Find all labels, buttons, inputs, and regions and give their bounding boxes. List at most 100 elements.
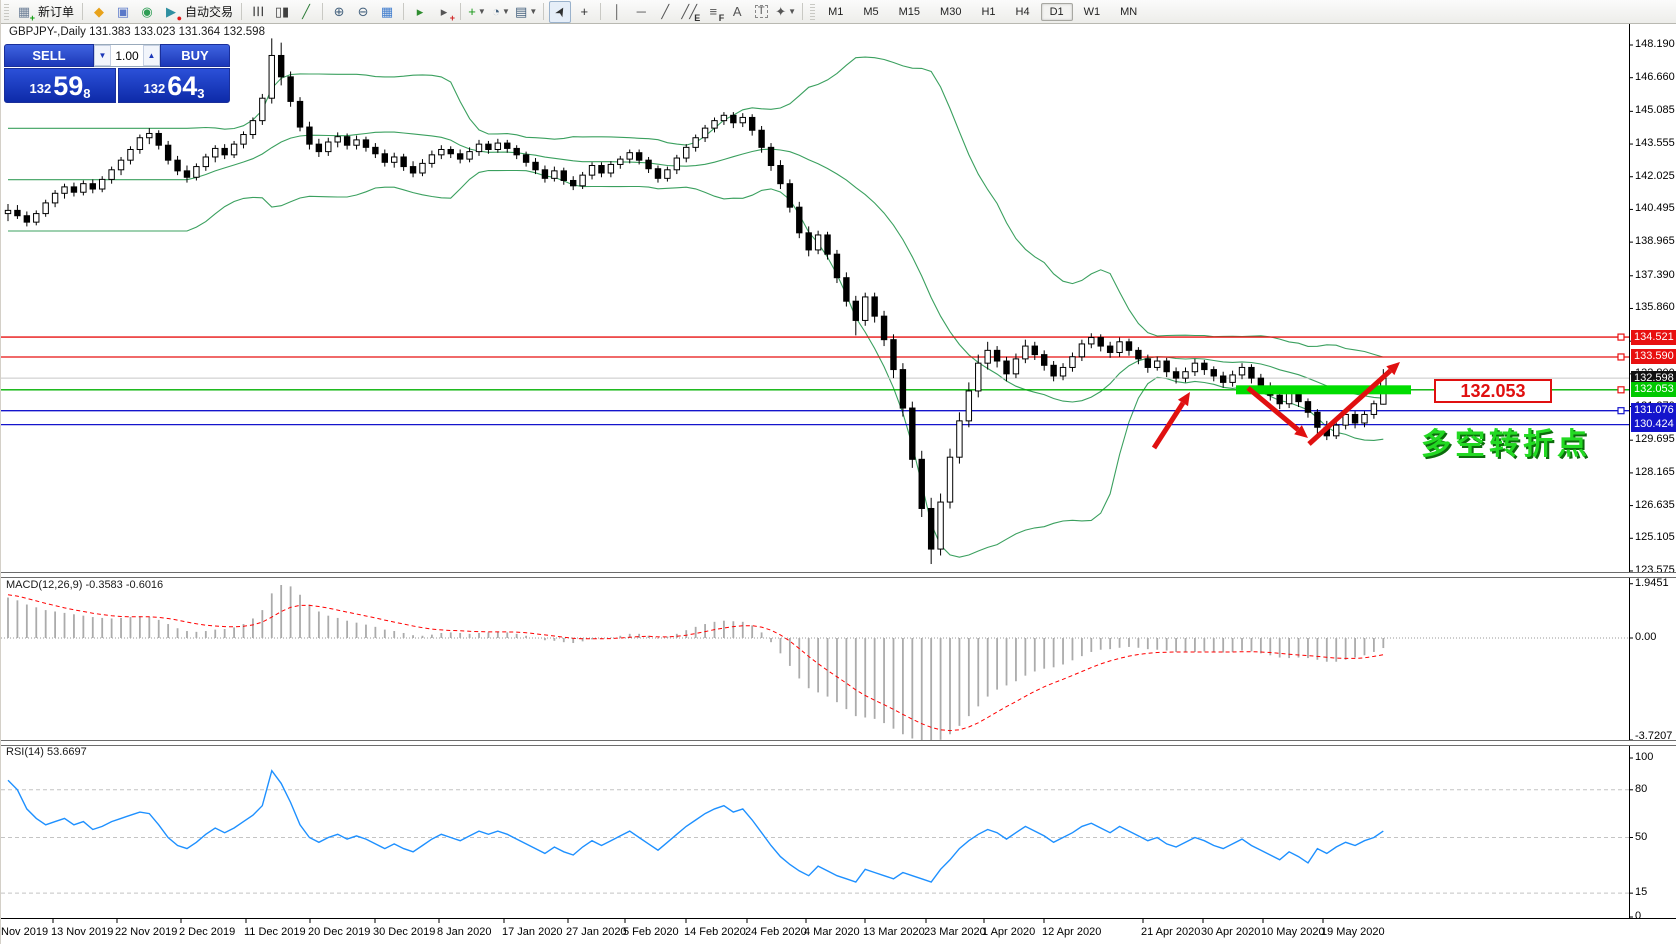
turning-point-annotation: 多空转折点 [1421,428,1591,461]
date-axis-label: 14 Feb 2020 [684,926,746,938]
macd-name: MACD(12,26,9) [6,579,83,591]
volume-increase-icon[interactable]: ▲ [143,45,160,66]
timeframe-H1[interactable]: H1 [981,5,996,18]
toolbar-separator [600,3,602,20]
vertical-line-icon[interactable]: │ [606,1,628,23]
data-window-icon: ▣ [116,4,130,19]
new-order-icon[interactable]: ▦ + [13,1,35,23]
buy-price-prefix: 132 [143,81,166,97]
date-axis-label: 12 Apr 2020 [1042,926,1102,938]
date-axis-label: Nov 2019 [1,926,49,938]
toolbar-drag-handle[interactable] [4,3,9,20]
tile-windows-icon[interactable]: ▦ [376,1,398,23]
arrows-icon[interactable]: ✦ ▼ [774,1,797,23]
trendline-icon[interactable]: ╱ [654,1,676,23]
buy-price-box[interactable]: 132 64 3 [118,68,230,103]
crosshair-icon[interactable]: + [573,1,595,23]
indicators-icon: + [468,4,476,19]
indicators-icon[interactable]: + ▼ [466,1,488,23]
zoom-in-icon[interactable]: ⊕ [328,1,350,23]
auto-scroll-icon: ▸ [416,4,424,19]
volume-decrease-icon[interactable]: ▼ [94,45,111,66]
price-axis-label: 126.635 [1635,498,1675,511]
date-axis-label: 13 Nov 2019 [51,926,114,938]
text-label-icon[interactable]: T [750,1,772,23]
timeframe-M15[interactable]: M15 [898,5,921,18]
fibonacci-icon[interactable]: ≡ F [702,1,724,23]
horizontal-line-icon[interactable]: ─ [630,1,652,23]
volume-input[interactable]: 1.00 [111,45,143,66]
cursor-icon: ➤ [551,3,570,20]
periods-icon: ◔ [492,4,500,19]
sell-button[interactable]: SELL [4,44,94,67]
rsi-axis-label: 80 [1635,782,1648,795]
tile-windows-icon: ▦ [380,4,394,19]
timeframe-MN[interactable]: MN [1120,5,1138,18]
toolbar-drag-handle[interactable] [810,3,816,20]
bar-chart-icon[interactable]: ☰ [247,1,269,23]
periods-icon[interactable]: ◔ ▼ [490,1,512,23]
equidistant-channel-icon: ╱╱ [681,4,698,19]
date-axis-label: 19 May 2020 [1321,926,1385,938]
timeframe-W1[interactable]: W1 [1083,5,1101,18]
macd-value-1: -0.3583 [85,579,123,591]
sell-price-box[interactable]: 132 59 8 [4,68,116,103]
fibonacci-icon: ≡ [709,4,718,19]
price-axis-label: 129.695 [1635,433,1675,446]
one-click-trading-panel: SELL ▼ 1.00 ▲ BUY 132 59 8 132 64 3 [4,44,230,103]
chevron-down-icon[interactable]: ▼ [529,7,538,16]
sell-price-prefix: 132 [29,81,52,97]
autotrading-icon[interactable]: ▶ ● [160,1,182,23]
date-axis-label: 5 Feb 2020 [623,926,679,938]
data-window-icon[interactable]: ▣ [112,1,134,23]
price-level-annotation[interactable]: 132.053 [1434,379,1552,403]
candlestick-chart-icon: ▯▮ [274,4,290,19]
line-chart-icon[interactable]: ╱ [295,1,317,23]
timeframe-M30[interactable]: M30 [940,5,962,18]
templates-icon: ▤ [515,4,528,19]
date-axis-label: 22 Nov 2019 [115,926,178,938]
price-axis-label: 137.390 [1635,268,1675,281]
cursor-icon[interactable]: ➤ [549,0,572,23]
chart-shift-icon[interactable]: ▸ + [433,1,455,23]
timeframe-H4[interactable]: H4 [1015,5,1030,18]
chevron-down-icon[interactable]: ▼ [788,7,797,16]
chevron-down-icon[interactable]: ▼ [477,7,486,16]
macd-value-2: -0.6016 [125,579,164,591]
navigator-icon[interactable]: ◉ [136,1,158,23]
date-axis-label: 2 Dec 2019 [179,926,236,938]
chevron-down-icon[interactable]: ▼ [502,7,510,16]
price-axis-label: 125.105 [1635,531,1675,544]
auto-scroll-icon[interactable]: ▸ [409,1,431,23]
date-axis-label: 20 Dec 2019 [308,926,371,938]
price-badge-131.076: 131.076 [1631,403,1676,419]
date-axis-label: 4 Mar 2020 [804,926,860,938]
buy-button[interactable]: BUY [160,44,230,67]
toolbar-separator [802,3,804,20]
templates-icon[interactable]: ▤ ▼ [514,1,538,23]
timeframe-D1[interactable]: D1 [1040,2,1073,21]
equidistant-channel-icon[interactable]: ╱╱ E [678,1,700,23]
price-badge-130.424: 130.424 [1631,417,1676,433]
new-order-icon-label: 新订单 [38,5,75,19]
macd-pane-separator[interactable] [1,572,1676,578]
date-axis-label: 21 Apr 2020 [1141,926,1201,938]
zoom-out-icon: ⊖ [357,4,369,19]
candlestick-chart-icon[interactable]: ▯▮ [271,1,293,23]
trendline-icon: ╱ [661,4,670,19]
timeframe-M1[interactable]: M1 [828,5,844,18]
price-axis-label: 142.025 [1635,169,1675,182]
price-axis-label: 145.085 [1635,104,1675,117]
text-icon[interactable]: A [726,1,748,23]
arrows-icon: ✦ [775,4,787,19]
rsi-axis-label: 100 [1635,751,1654,763]
price-axis-label: 148.190 [1635,38,1675,50]
rsi-pane-separator[interactable] [1,740,1676,746]
market-watch-icon[interactable]: ◆ [88,1,110,23]
timeframe-M5[interactable]: M5 [863,5,879,18]
price-badge-132.053: 132.053 [1631,382,1676,398]
zoom-out-icon[interactable]: ⊖ [352,1,374,23]
volume-stepper: ▼ 1.00 ▲ [94,44,160,67]
price-badge-132.598: 132.598 [1631,370,1676,386]
